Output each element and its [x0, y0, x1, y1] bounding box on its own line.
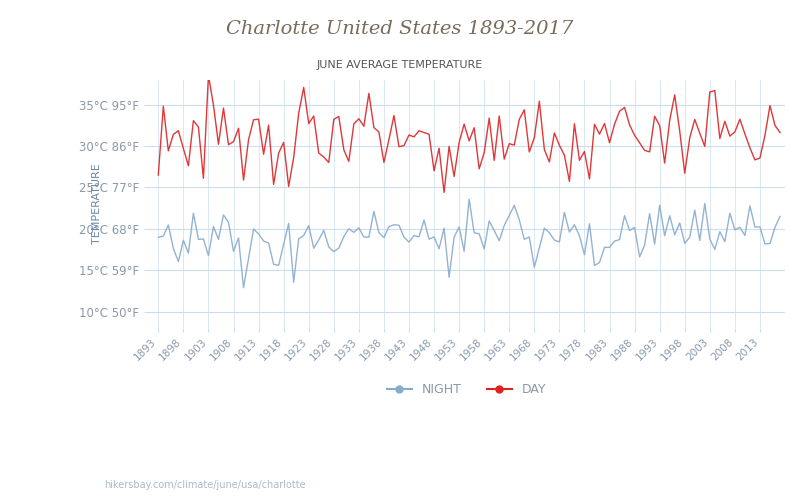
Text: JUNE AVERAGE TEMPERATURE: JUNE AVERAGE TEMPERATURE: [317, 60, 483, 70]
Text: Charlotte United States 1893-2017: Charlotte United States 1893-2017: [226, 20, 574, 38]
Legend: NIGHT, DAY: NIGHT, DAY: [382, 378, 551, 401]
Text: hikersbay.com/climate/june/usa/charlotte: hikersbay.com/climate/june/usa/charlotte: [104, 480, 306, 490]
Y-axis label: TEMPERATURE: TEMPERATURE: [92, 164, 102, 244]
